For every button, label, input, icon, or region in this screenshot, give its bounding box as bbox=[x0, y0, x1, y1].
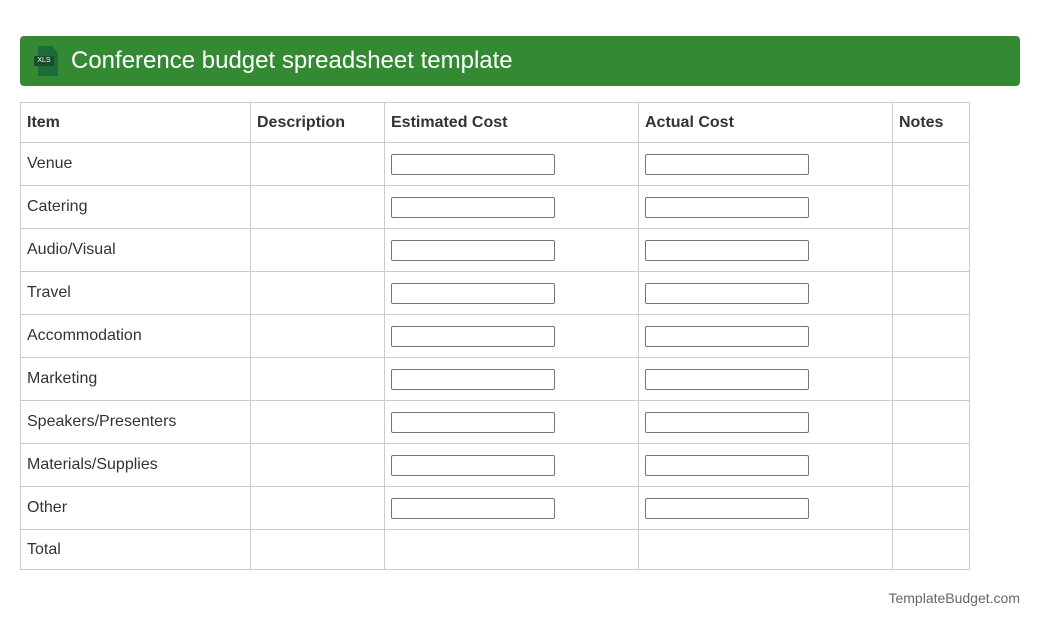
column-header: Item bbox=[20, 102, 251, 143]
actual-cost-cell bbox=[638, 486, 893, 530]
estimated-cost-cell bbox=[384, 271, 639, 315]
total-label: Total bbox=[20, 529, 251, 570]
actual-cost-input[interactable] bbox=[645, 411, 809, 433]
notes-cell bbox=[892, 314, 970, 358]
actual-cost-cell bbox=[638, 142, 893, 186]
estimated-cost-input[interactable] bbox=[391, 282, 555, 304]
description-cell bbox=[250, 185, 385, 229]
estimated-cost-input[interactable] bbox=[391, 497, 555, 519]
item-cell: Venue bbox=[20, 142, 251, 186]
notes-cell bbox=[892, 443, 970, 487]
column-header: Description bbox=[250, 102, 385, 143]
actual-cost-cell bbox=[638, 185, 893, 229]
column-header: Actual Cost bbox=[638, 102, 893, 143]
actual-cost-input[interactable] bbox=[645, 325, 809, 347]
actual-cost-input[interactable] bbox=[645, 454, 809, 476]
table-row: Speakers/Presenters bbox=[20, 400, 970, 444]
estimated-cost-cell bbox=[384, 142, 639, 186]
description-cell bbox=[250, 228, 385, 272]
actual-cost-input[interactable] bbox=[645, 153, 809, 175]
actual-cost-cell bbox=[638, 228, 893, 272]
table-row: Audio/Visual bbox=[20, 228, 970, 272]
actual-cost-input[interactable] bbox=[645, 368, 809, 390]
estimated-cost-cell bbox=[384, 400, 639, 444]
actual-cost-cell bbox=[638, 357, 893, 401]
estimated-cost-input[interactable] bbox=[391, 368, 555, 390]
notes-cell bbox=[892, 228, 970, 272]
table-row: Materials/Supplies bbox=[20, 443, 970, 487]
table-row: Other bbox=[20, 486, 970, 530]
estimated-cost-cell bbox=[384, 357, 639, 401]
page-title: Conference budget spreadsheet template bbox=[71, 47, 513, 74]
table-row: Marketing bbox=[20, 357, 970, 401]
estimated-cost-cell bbox=[384, 185, 639, 229]
item-cell: Accommodation bbox=[20, 314, 251, 358]
item-cell: Audio/Visual bbox=[20, 228, 251, 272]
item-cell: Marketing bbox=[20, 357, 251, 401]
description-cell bbox=[250, 443, 385, 487]
estimated-cost-input[interactable] bbox=[391, 454, 555, 476]
actual-cost-input[interactable] bbox=[645, 196, 809, 218]
column-header: Notes bbox=[892, 102, 970, 143]
actual-cost-cell bbox=[638, 400, 893, 444]
total-row: Total bbox=[20, 529, 970, 570]
column-header: Estimated Cost bbox=[384, 102, 639, 143]
title-banner: XLS Conference budget spreadsheet templa… bbox=[20, 36, 1020, 86]
actual-cost-cell bbox=[638, 271, 893, 315]
actual-cost-cell bbox=[638, 443, 893, 487]
notes-cell bbox=[892, 357, 970, 401]
estimated-cost-cell bbox=[384, 443, 639, 487]
estimated-cost-input[interactable] bbox=[391, 411, 555, 433]
item-cell: Other bbox=[20, 486, 251, 530]
estimated-cost-cell bbox=[384, 228, 639, 272]
notes-cell bbox=[892, 142, 970, 186]
notes-cell bbox=[892, 400, 970, 444]
notes-cell bbox=[892, 271, 970, 315]
description-cell bbox=[250, 486, 385, 530]
description-cell bbox=[250, 314, 385, 358]
item-cell: Speakers/Presenters bbox=[20, 400, 251, 444]
description-cell bbox=[250, 400, 385, 444]
table-row: Accommodation bbox=[20, 314, 970, 358]
item-cell: Materials/Supplies bbox=[20, 443, 251, 487]
description-cell bbox=[250, 271, 385, 315]
footer-credit: TemplateBudget.com bbox=[888, 590, 1020, 606]
table-row: Venue bbox=[20, 142, 970, 186]
actual-cost-cell bbox=[638, 314, 893, 358]
item-cell: Catering bbox=[20, 185, 251, 229]
estimated-cost-input[interactable] bbox=[391, 239, 555, 261]
estimated-cost-cell bbox=[384, 314, 639, 358]
budget-table: Item Description Estimated Cost Actual Cost… bbox=[20, 102, 970, 570]
estimated-cost-cell bbox=[384, 486, 639, 530]
xls-file-icon: XLS bbox=[34, 46, 58, 76]
description-cell bbox=[250, 357, 385, 401]
table-row: Travel bbox=[20, 271, 970, 315]
table-row: Catering bbox=[20, 185, 970, 229]
estimated-cost-input[interactable] bbox=[391, 196, 555, 218]
notes-cell bbox=[892, 486, 970, 530]
actual-cost-input[interactable] bbox=[645, 497, 809, 519]
actual-cost-input[interactable] bbox=[645, 282, 809, 304]
description-cell bbox=[250, 142, 385, 186]
estimated-cost-input[interactable] bbox=[391, 153, 555, 175]
item-cell: Travel bbox=[20, 271, 251, 315]
notes-cell bbox=[892, 185, 970, 229]
estimated-cost-input[interactable] bbox=[391, 325, 555, 347]
actual-cost-input[interactable] bbox=[645, 239, 809, 261]
